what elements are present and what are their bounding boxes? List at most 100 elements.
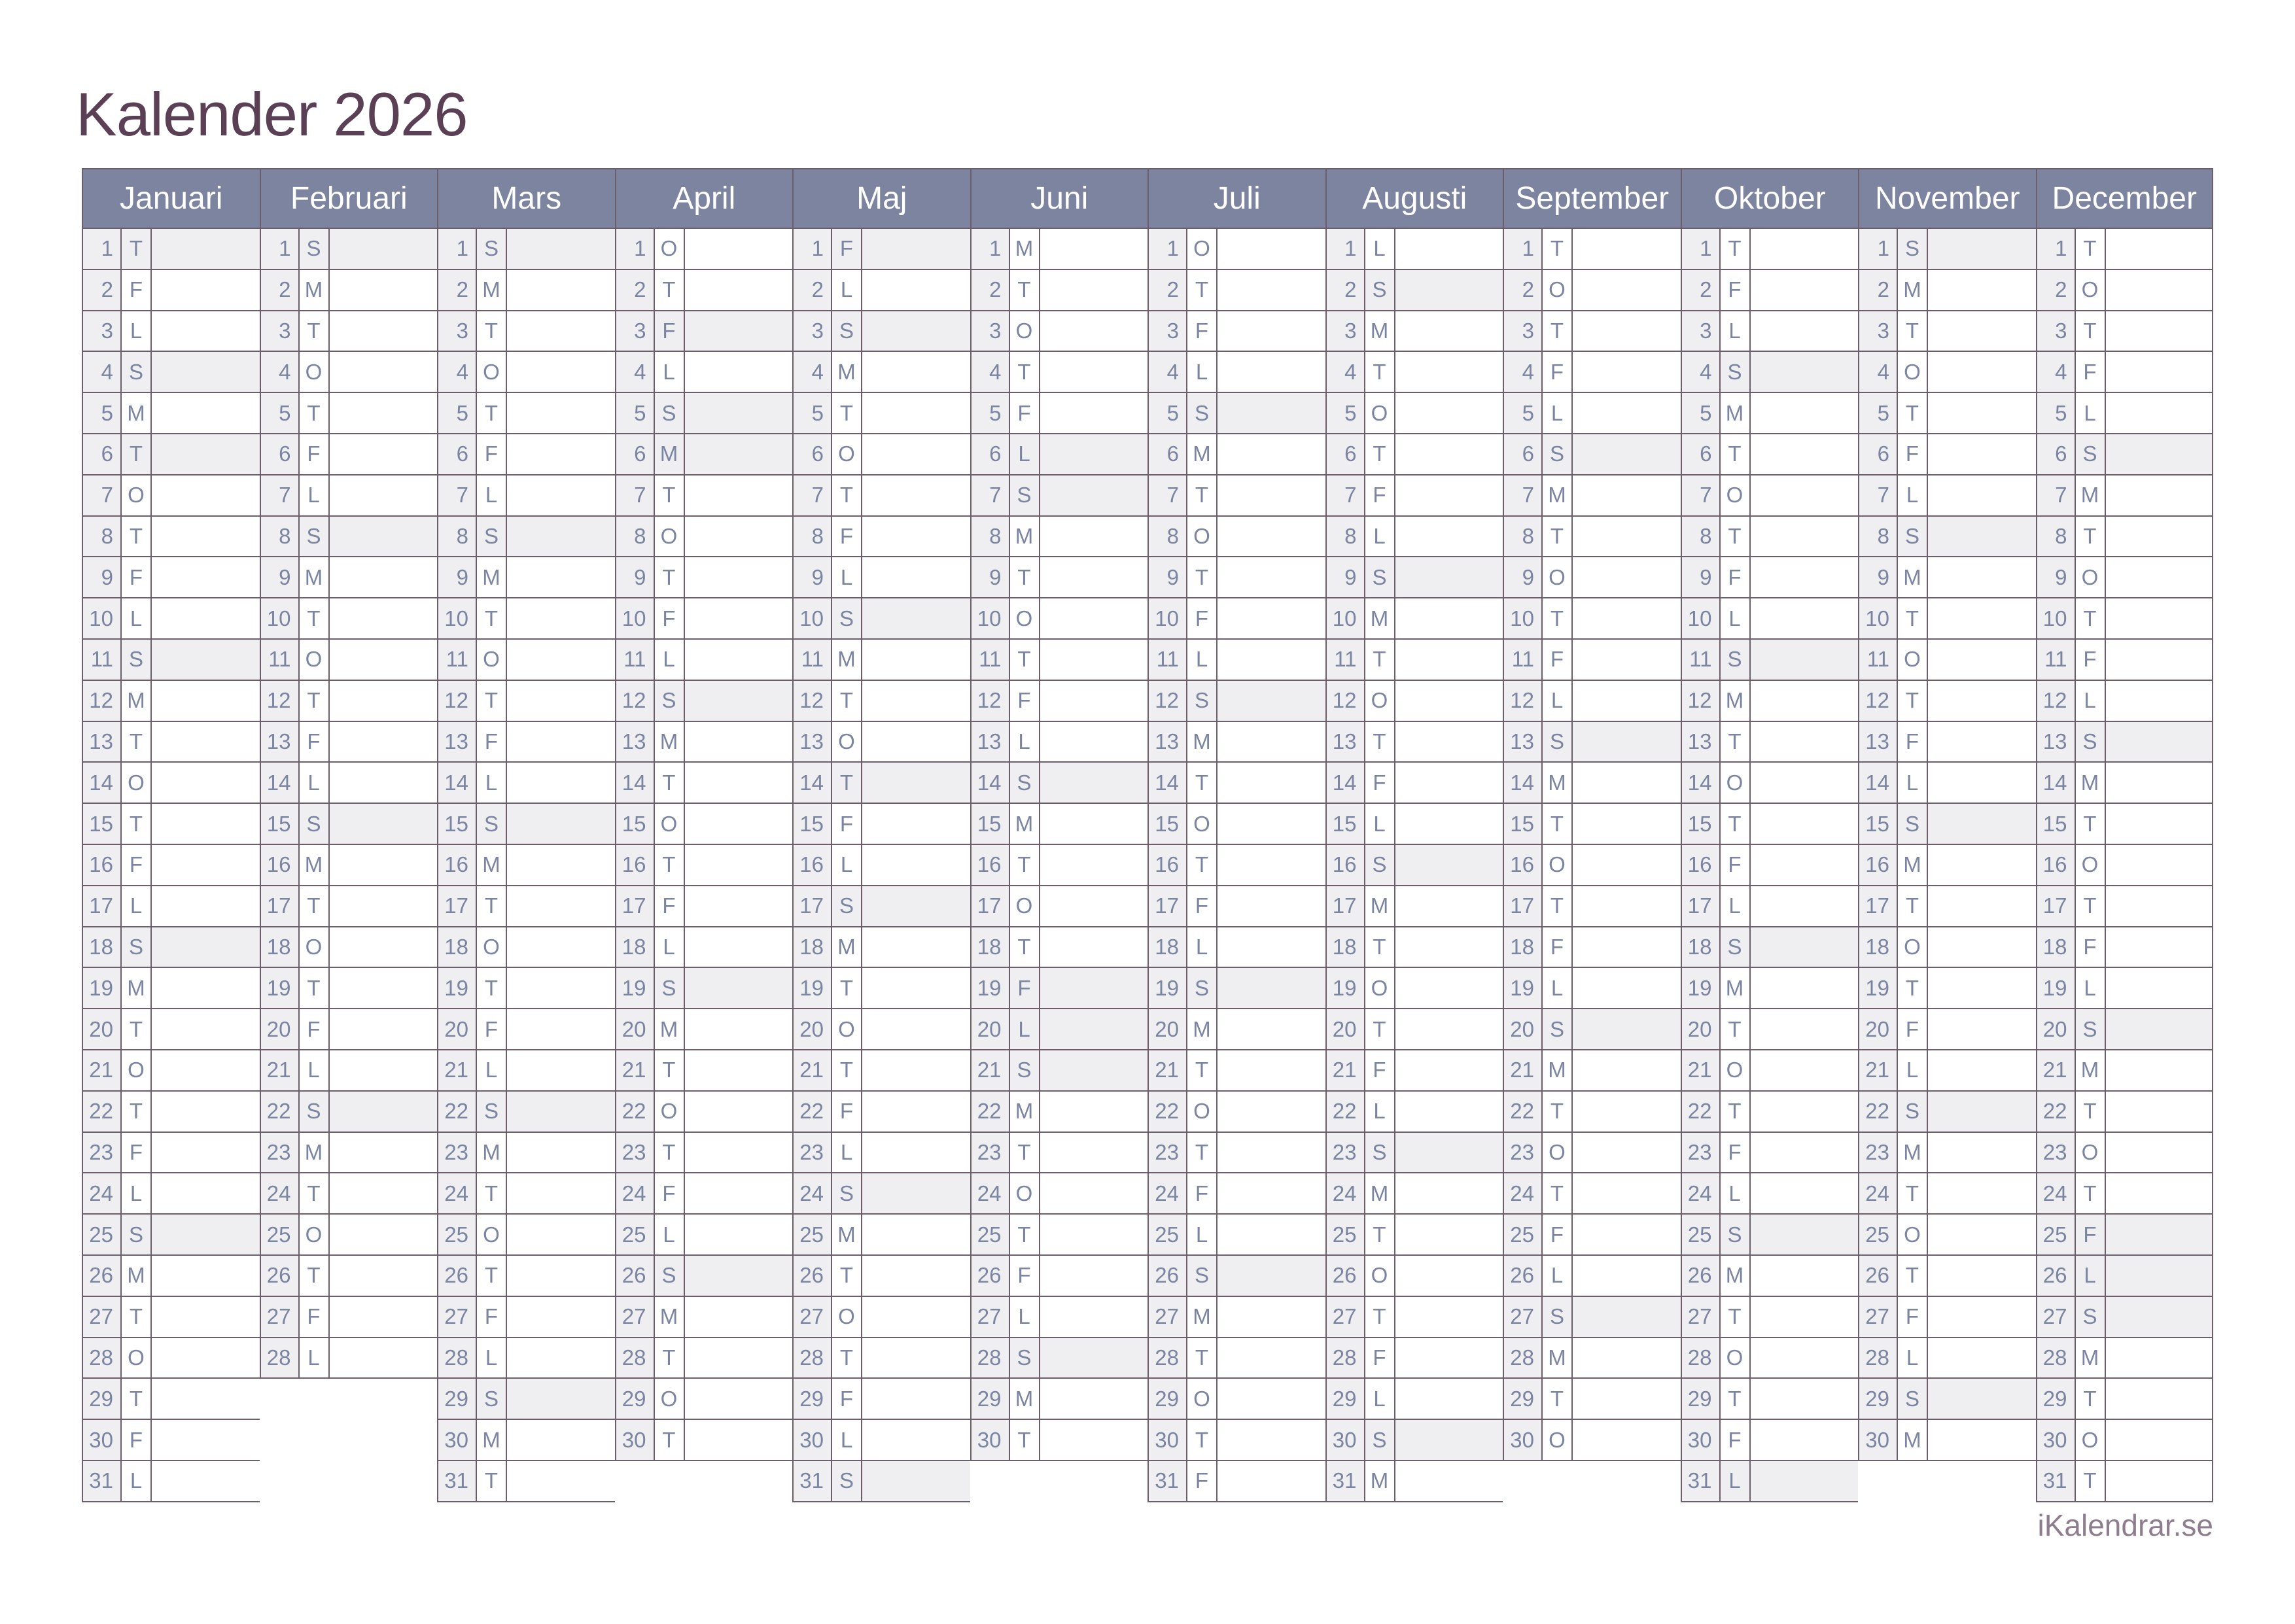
note-cell	[1218, 1420, 1325, 1460]
day-number: 16	[2037, 844, 2076, 885]
brand-link[interactable]: iKalendrar.se	[2037, 1508, 2214, 1542]
day-row: 18 O	[1859, 927, 2036, 969]
weekday-letter: L	[122, 1460, 152, 1501]
note-cell	[1928, 927, 2036, 967]
day-row: 27 T	[83, 1296, 260, 1338]
day-row: 17 F	[616, 886, 792, 927]
weekday-letter: F	[1543, 352, 1573, 392]
day-row: 12 F	[971, 680, 1148, 722]
day-number: 19	[616, 968, 655, 1009]
day-number: 1	[1504, 229, 1543, 269]
note-cell	[152, 1256, 260, 1296]
weekday-letter: F	[832, 1091, 862, 1132]
day-number: 31	[2037, 1460, 2076, 1501]
day-row: 22 O	[1149, 1091, 1325, 1133]
weekday-letter: T	[122, 516, 152, 557]
day-number: 18	[1149, 927, 1187, 967]
day-row: 13 F	[438, 721, 615, 763]
day-number: 23	[1326, 1132, 1365, 1173]
note-cell	[1928, 1091, 2036, 1132]
weekday-letter: T	[1898, 886, 1928, 926]
note-cell	[152, 1338, 260, 1378]
weekday-letter: S	[1898, 1379, 1928, 1419]
weekday-letter: F	[654, 311, 685, 351]
weekday-letter: S	[2075, 1296, 2106, 1337]
note-cell	[1573, 1133, 1681, 1173]
day-row: 22 F	[794, 1091, 970, 1133]
day-row: 22 T	[83, 1091, 260, 1133]
weekday-letter: O	[655, 516, 685, 557]
weekday-letter: F	[1010, 393, 1040, 433]
note-cell	[1040, 311, 1148, 351]
day-number: 15	[1504, 804, 1543, 844]
day-number: 24	[1859, 1173, 1898, 1214]
note-cell	[330, 352, 438, 392]
weekday-letter: F	[300, 434, 330, 474]
weekday-letter: T	[477, 598, 507, 638]
day-number: 14	[1326, 763, 1365, 803]
weekday-letter: T	[832, 393, 862, 433]
day-row: 13 F	[1859, 721, 2036, 763]
weekday-letter: T	[1187, 557, 1218, 598]
note-cell	[862, 1338, 970, 1378]
day-row: 13 T	[1326, 721, 1503, 763]
day-number: 17	[260, 886, 300, 926]
note-cell	[1573, 1009, 1681, 1049]
note-cell	[2106, 1379, 2213, 1419]
weekday-letter: T	[832, 1255, 862, 1296]
note-cell	[330, 1338, 438, 1378]
note-cell	[1928, 1420, 2036, 1460]
day-number: 6	[971, 434, 1010, 474]
note-cell	[1040, 1215, 1148, 1254]
day-number: 4	[1859, 352, 1898, 392]
note-cell	[1040, 681, 1148, 721]
day-number: 8	[2037, 516, 2076, 557]
day-number: 31	[438, 1460, 477, 1501]
day-number: 9	[1504, 557, 1543, 598]
weekday-letter: M	[1898, 1420, 1928, 1460]
note-cell	[1395, 229, 1503, 269]
day-row: 25 O	[438, 1215, 615, 1256]
weekday-letter: T	[2076, 1173, 2106, 1214]
day-number: 28	[260, 1338, 300, 1378]
note-cell	[1218, 968, 1325, 1009]
note-cell	[862, 393, 970, 433]
day-number: 6	[1681, 434, 1721, 474]
note-cell	[1040, 270, 1148, 310]
day-number: 27	[438, 1296, 477, 1337]
note-cell	[507, 270, 615, 310]
day-number: 18	[260, 927, 300, 967]
note-cell	[1218, 1461, 1325, 1501]
day-row: 26 T	[260, 1255, 437, 1297]
weekday-letter: T	[1187, 1338, 1218, 1378]
day-number: 16	[1149, 844, 1187, 885]
day-number: 24	[260, 1173, 300, 1214]
day-number: 27	[1859, 1296, 1898, 1337]
weekday-letter: F	[477, 721, 507, 762]
day-number: 2	[794, 269, 832, 310]
month-header: Maj	[794, 168, 970, 229]
weekday-letter: L	[300, 1050, 330, 1090]
weekday-letter: O	[300, 639, 330, 680]
day-number: 9	[83, 557, 122, 598]
day-row: 13 F	[260, 721, 437, 763]
day-row: 28 T	[1149, 1338, 1325, 1379]
day-number: 14	[1149, 763, 1187, 803]
day-number: 3	[794, 311, 832, 351]
day-number: 27	[2037, 1296, 2076, 1337]
day-number: 2	[1149, 269, 1187, 310]
note-cell	[2106, 352, 2213, 392]
day-number: 11	[1504, 639, 1543, 680]
day-number: 24	[438, 1173, 477, 1214]
weekday-letter: S	[1720, 639, 1751, 680]
note-cell	[2106, 1420, 2213, 1460]
weekday-letter: F	[1898, 721, 1928, 762]
day-row: 27 F	[438, 1296, 615, 1338]
